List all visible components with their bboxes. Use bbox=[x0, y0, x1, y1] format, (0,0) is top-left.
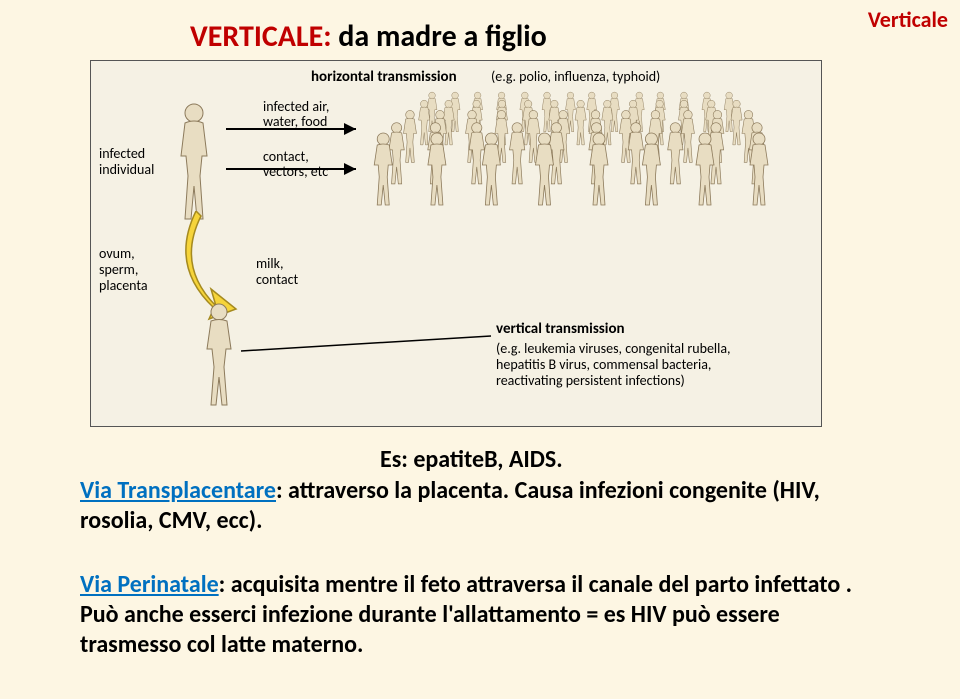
paragraph-transplacentare: Via Transplacentare: attraverso la place… bbox=[80, 476, 880, 536]
route-label: Via Transplacentare bbox=[80, 476, 276, 505]
arrow-label-contact: contact, vectors, etc bbox=[263, 149, 328, 180]
horizontal-eg: (e.g. polio, influenza, typhoid) bbox=[491, 69, 660, 85]
person-icon bbox=[196, 301, 242, 416]
vertical-title: vertical transmission bbox=[496, 321, 625, 338]
horizontal-title: horizontal transmission bbox=[311, 69, 457, 86]
paragraph-perinatale: Via Perinatale: acquisita mentre il feto… bbox=[80, 570, 880, 660]
title-red: VERTICALE: bbox=[190, 18, 331, 55]
page-title: VERTICALE: da madre a figlio bbox=[190, 18, 547, 55]
vertical-eg: (e.g. leukemia viruses, congenital rubel… bbox=[496, 341, 731, 389]
population-group-icon bbox=[371, 91, 811, 241]
connector-line-icon bbox=[241, 321, 501, 361]
route-label: Via Perinatale bbox=[80, 570, 219, 599]
infected-individual-label: infected individual bbox=[99, 146, 154, 178]
example-line: Es: epatiteB, AIDS. bbox=[380, 445, 563, 474]
title-black: da madre a figlio bbox=[331, 18, 546, 55]
ovum-label: ovum, sperm, placenta bbox=[99, 246, 148, 294]
milk-label: milk, contact bbox=[256, 256, 298, 288]
transmission-diagram: horizontal transmission (e.g. polio, inf… bbox=[90, 60, 822, 427]
arrow-label-air: infected air, water, food bbox=[263, 99, 329, 130]
corner-label: Verticale bbox=[868, 6, 948, 33]
